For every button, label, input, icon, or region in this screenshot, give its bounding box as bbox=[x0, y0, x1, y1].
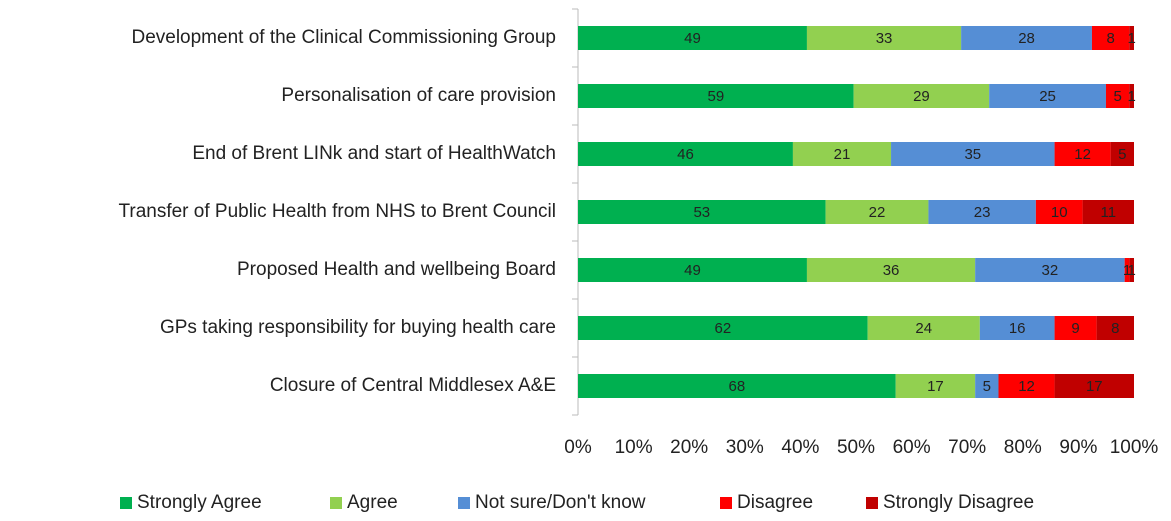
data-label: 17 bbox=[927, 378, 944, 395]
data-label: 17 bbox=[1086, 378, 1103, 395]
data-label: 5 bbox=[983, 378, 991, 395]
category-label: Personalisation of care provision bbox=[281, 85, 556, 106]
data-label: 1 bbox=[1123, 262, 1131, 279]
data-label: 10 bbox=[1051, 204, 1068, 221]
data-label: 1 bbox=[1127, 262, 1135, 279]
bar-segment bbox=[961, 26, 1092, 50]
data-label: 9 bbox=[1071, 320, 1079, 337]
bar-segment bbox=[1129, 258, 1134, 282]
data-label: 35 bbox=[964, 146, 981, 163]
category-label: End of Brent LINk and start of HealthWat… bbox=[192, 143, 556, 164]
bar-segment bbox=[578, 84, 854, 108]
bar-segment bbox=[806, 26, 962, 50]
data-label: 36 bbox=[883, 262, 900, 279]
bar-segment bbox=[895, 374, 976, 398]
x-tick-label: 60% bbox=[893, 437, 931, 458]
data-label: 49 bbox=[684, 262, 701, 279]
data-label: 12 bbox=[1018, 378, 1035, 395]
legend-label: Disagree bbox=[737, 492, 813, 513]
data-label: 5 bbox=[1113, 88, 1121, 105]
bar-segment bbox=[1054, 142, 1111, 166]
bar-segment bbox=[1091, 26, 1130, 50]
x-tick-label: 10% bbox=[615, 437, 653, 458]
legend-swatch bbox=[720, 497, 732, 509]
data-label: 8 bbox=[1111, 320, 1119, 337]
bar-segment bbox=[989, 84, 1106, 108]
data-label: 53 bbox=[693, 204, 710, 221]
data-label: 1 bbox=[1127, 88, 1135, 105]
legend-label: Not sure/Don't know bbox=[475, 492, 646, 513]
bar-segment bbox=[578, 258, 807, 282]
bar-segment bbox=[1035, 200, 1083, 224]
data-label: 23 bbox=[974, 204, 991, 221]
bar-segment bbox=[1082, 200, 1134, 224]
x-tick-label: 90% bbox=[1059, 437, 1097, 458]
data-label: 62 bbox=[714, 320, 731, 337]
data-label: 16 bbox=[1009, 320, 1026, 337]
bar-segment bbox=[1124, 258, 1130, 282]
category-label: Proposed Health and wellbeing Board bbox=[237, 259, 556, 280]
data-label: 46 bbox=[677, 146, 694, 163]
bar-segment bbox=[578, 142, 793, 166]
data-label: 1 bbox=[1127, 30, 1135, 47]
bar-segment bbox=[975, 258, 1125, 282]
x-tick-label: 100% bbox=[1110, 437, 1159, 458]
data-label: 29 bbox=[913, 88, 930, 105]
data-label: 28 bbox=[1018, 30, 1035, 47]
bar-segment bbox=[1129, 26, 1134, 50]
bar-segment bbox=[1054, 374, 1134, 398]
category-label: GPs taking responsibility for buying hea… bbox=[160, 317, 556, 338]
bar-segment bbox=[1096, 316, 1134, 340]
bar-segment bbox=[867, 316, 980, 340]
legend-label: Strongly Disagree bbox=[883, 492, 1034, 513]
bar-segment bbox=[975, 374, 999, 398]
x-tick-label: 80% bbox=[1004, 437, 1042, 458]
category-label: Development of the Clinical Commissionin… bbox=[131, 27, 556, 48]
x-tick-label: 30% bbox=[726, 437, 764, 458]
data-label: 59 bbox=[707, 88, 724, 105]
bar-segment bbox=[792, 142, 892, 166]
bar-segment bbox=[578, 200, 826, 224]
bar-segment bbox=[1129, 84, 1134, 108]
data-label: 21 bbox=[834, 146, 851, 163]
bar-segment bbox=[998, 374, 1055, 398]
data-label: 8 bbox=[1106, 30, 1114, 47]
legend-swatch bbox=[458, 497, 470, 509]
legend-swatch bbox=[866, 497, 878, 509]
data-label: 11 bbox=[1101, 204, 1117, 221]
x-tick-label: 40% bbox=[781, 437, 819, 458]
data-label: 33 bbox=[876, 30, 893, 47]
bar-segment bbox=[578, 374, 896, 398]
bar-segment bbox=[806, 258, 976, 282]
bar-segment bbox=[578, 26, 807, 50]
data-label: 25 bbox=[1039, 88, 1056, 105]
bar-segment bbox=[928, 200, 1036, 224]
bar-segment bbox=[891, 142, 1055, 166]
x-tick-label: 0% bbox=[564, 437, 592, 458]
x-tick-label: 50% bbox=[837, 437, 875, 458]
data-label: 12 bbox=[1074, 146, 1091, 163]
data-label: 24 bbox=[915, 320, 932, 337]
bar-segment bbox=[1110, 142, 1134, 166]
x-tick-label: 20% bbox=[670, 437, 708, 458]
data-label: 68 bbox=[729, 378, 746, 395]
legend-label: Strongly Agree bbox=[137, 492, 262, 513]
data-label: 5 bbox=[1118, 146, 1126, 163]
data-label: 22 bbox=[869, 204, 886, 221]
data-label: 32 bbox=[1042, 262, 1059, 279]
legend-swatch bbox=[330, 497, 342, 509]
category-label: Transfer of Public Health from NHS to Br… bbox=[118, 201, 556, 222]
legend-swatch bbox=[120, 497, 132, 509]
bar-segment bbox=[1105, 84, 1130, 108]
bar-segment bbox=[853, 84, 990, 108]
data-label: 49 bbox=[684, 30, 701, 47]
bar-segment bbox=[979, 316, 1055, 340]
category-label: Closure of Central Middlesex A&E bbox=[270, 375, 556, 396]
bar-segment bbox=[1054, 316, 1097, 340]
legend-label: Agree bbox=[347, 492, 398, 513]
bar-segment bbox=[825, 200, 929, 224]
x-tick-label: 70% bbox=[948, 437, 986, 458]
bar-segment bbox=[578, 316, 868, 340]
